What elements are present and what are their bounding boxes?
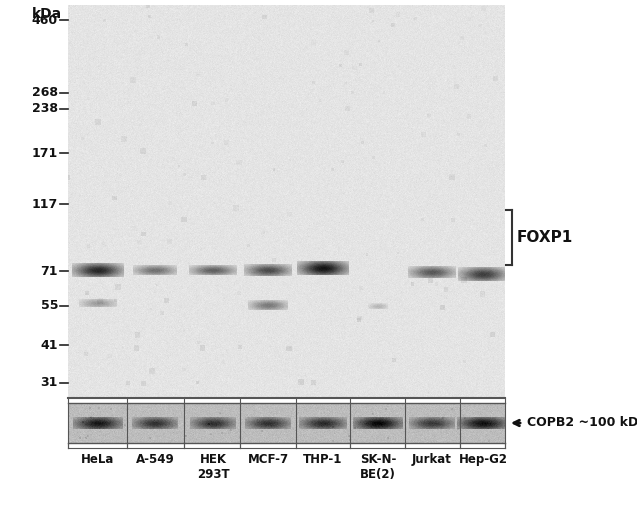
Text: 55: 55	[41, 299, 58, 312]
Text: MCF-7: MCF-7	[247, 453, 289, 466]
Text: COPB2 ~100 kDa: COPB2 ~100 kDa	[527, 416, 637, 430]
Text: FOXP1: FOXP1	[517, 230, 573, 245]
Text: SK-N-
BE(2): SK-N- BE(2)	[360, 453, 396, 481]
Text: THP-1: THP-1	[303, 453, 343, 466]
Text: 71: 71	[41, 265, 58, 278]
Text: 238: 238	[32, 102, 58, 115]
Text: 460: 460	[32, 13, 58, 27]
Bar	[68, 403, 505, 443]
Text: Jurkat: Jurkat	[412, 453, 452, 466]
Text: kDa: kDa	[32, 7, 62, 21]
Text: HeLa: HeLa	[82, 453, 115, 466]
Text: 117: 117	[32, 198, 58, 211]
Text: Hep-G2: Hep-G2	[459, 453, 508, 466]
Bar	[68, 5, 505, 398]
Text: 41: 41	[41, 339, 58, 352]
Text: A-549: A-549	[136, 453, 175, 466]
Text: 171: 171	[32, 147, 58, 159]
Text: 268: 268	[32, 86, 58, 99]
Text: 31: 31	[41, 377, 58, 389]
Text: HEK
293T: HEK 293T	[197, 453, 229, 481]
